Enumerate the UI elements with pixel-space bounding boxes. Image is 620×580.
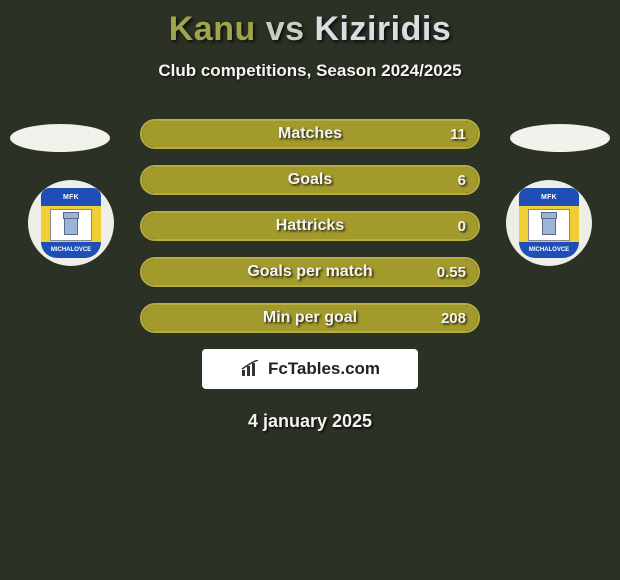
stat-row: Goals per match 0.55 xyxy=(140,257,480,287)
stats-panel: Matches 11 Goals 6 Hattricks 0 Goals per match… xyxy=(0,119,620,333)
stat-value-right: 6 xyxy=(458,172,466,189)
stat-row: Min per goal 208 xyxy=(140,303,480,333)
title-player-right: Kiziridis xyxy=(314,10,451,48)
stat-value-right: 208 xyxy=(441,310,466,327)
brand-text: FcTables.com xyxy=(268,359,380,379)
stat-label: Hattricks xyxy=(276,217,344,235)
date-label: 4 january 2025 xyxy=(0,411,620,432)
title-vs: vs xyxy=(266,10,305,48)
bar-chart-icon xyxy=(240,360,262,378)
stat-row: Hattricks 0 xyxy=(140,211,480,241)
stat-row: Goals 6 xyxy=(140,165,480,195)
stat-value-right: 0.55 xyxy=(437,264,466,281)
stat-label: Goals per match xyxy=(247,263,372,281)
stat-value-right: 0 xyxy=(458,218,466,235)
stat-label: Min per goal xyxy=(263,309,357,327)
page-title: Kanu vs Kiziridis xyxy=(0,0,620,49)
title-player-left: Kanu xyxy=(169,10,256,48)
stat-label: Goals xyxy=(288,171,332,189)
stat-row: Matches 11 xyxy=(140,119,480,149)
brand-box[interactable]: FcTables.com xyxy=(202,349,418,389)
subtitle: Club competitions, Season 2024/2025 xyxy=(0,61,620,81)
stat-label: Matches xyxy=(278,125,342,143)
stat-value-right: 11 xyxy=(450,126,466,143)
